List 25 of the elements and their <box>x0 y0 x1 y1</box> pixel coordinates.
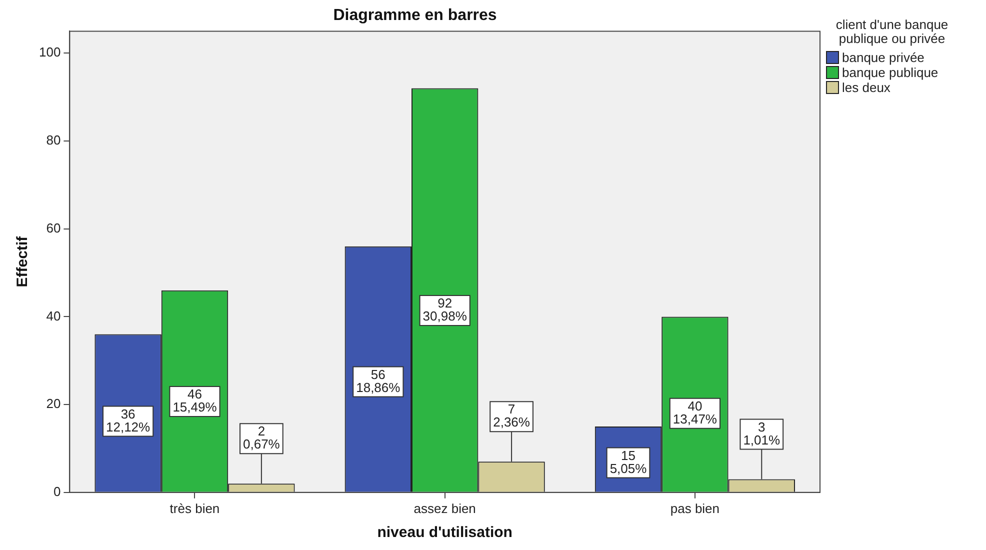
y-axis-title: Effectif <box>14 235 32 288</box>
legend-label: les deux <box>842 80 890 95</box>
data-label: 3 1,01% <box>743 419 781 448</box>
data-label: 2 0,67% <box>243 424 280 452</box>
y-tick-label: 60 <box>46 220 61 236</box>
x-tick-label: très bien <box>170 500 220 516</box>
data-label: 46 15,49% <box>172 386 218 415</box>
x-axis-title: niveau d'utilisation <box>377 524 512 542</box>
y-tick-label: 0 <box>53 484 61 499</box>
legend-label: banque publique <box>842 65 938 80</box>
data-label: 15 5,05% <box>610 448 648 476</box>
x-tick-label: assez bien <box>414 500 476 516</box>
legend-label: banque privée <box>842 50 924 65</box>
x-tick-label: pas bien <box>670 500 720 516</box>
data-label: 36 12,12% <box>106 406 151 434</box>
chart-title: Diagramme en barres <box>333 7 497 24</box>
y-tick-label: 20 <box>46 396 61 412</box>
data-label: 40 13,47% <box>672 398 718 426</box>
data-label: 56 18,86% <box>356 366 401 395</box>
y-tick-label: 80 <box>46 132 61 148</box>
data-label: 92 30,98% <box>422 296 468 324</box>
data-label: 7 2,36% <box>493 402 530 430</box>
y-tick-label: 100 <box>38 44 61 60</box>
y-tick-label: 40 <box>46 308 61 324</box>
legend-title: client d'une banque publique ou privée <box>834 17 950 46</box>
